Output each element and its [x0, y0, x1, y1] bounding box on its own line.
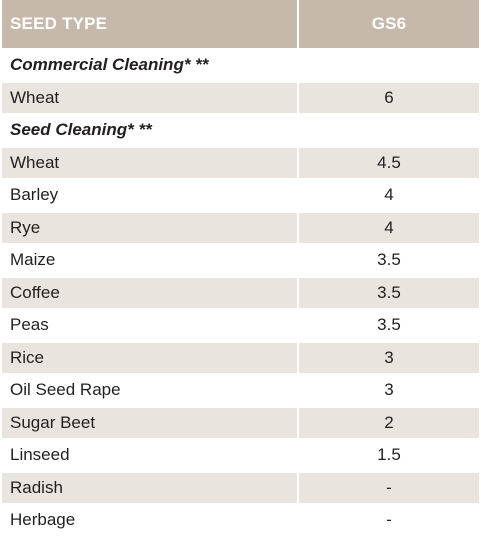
section-title: Commercial Cleaning* ** — [10, 55, 209, 75]
column-header: SEED TYPE — [2, 0, 297, 48]
data-row: Herbage - — [2, 505, 479, 536]
column-header: GS6 — [299, 0, 479, 48]
data-row: Rye 4 — [2, 212, 479, 243]
data-row: Peas 3.5 — [2, 310, 479, 341]
section-title: Seed Cleaning* ** — [10, 120, 152, 140]
section-row: Seed Cleaning* ** — [2, 115, 479, 146]
seed-type: Sugar Beet — [2, 407, 297, 438]
gs6-value: 3.5 — [377, 315, 401, 335]
gs6-value: 6 — [299, 82, 479, 113]
data-row: Linseed 1.5 — [2, 440, 479, 471]
data-row: Wheat 6 — [2, 82, 479, 113]
seed-type: Oil Seed Rape — [10, 380, 121, 400]
gs6-value: 3 — [384, 380, 394, 400]
data-row: Oil Seed Rape 3 — [2, 375, 479, 406]
data-row: Sugar Beet 2 — [2, 407, 479, 438]
data-row: Wheat 4.5 — [2, 147, 479, 178]
seed-type: Rice — [2, 342, 297, 373]
gs6-value: - — [386, 510, 392, 530]
seed-type: Herbage — [10, 510, 76, 530]
gs6-value: 3.5 — [299, 277, 479, 308]
gs6-value: 4.5 — [299, 147, 479, 178]
seed-type: Rye — [2, 212, 297, 243]
gs6-value: 3 — [299, 342, 479, 373]
data-row: Rice 3 — [2, 342, 479, 373]
data-row: Coffee 3.5 — [2, 277, 479, 308]
data-row: Barley 4 — [2, 180, 479, 211]
gs6-value: - — [299, 472, 479, 503]
header-row: SEED TYPE GS6 — [2, 0, 479, 48]
gs6-value: 2 — [299, 407, 479, 438]
seed-type: Coffee — [2, 277, 297, 308]
data-row: Radish - — [2, 472, 479, 503]
data-row: Maize 3.5 — [2, 245, 479, 276]
empty-cell — [299, 115, 479, 146]
seed-type: Radish — [2, 472, 297, 503]
empty-cell — [299, 50, 479, 81]
gs6-value: 1.5 — [377, 445, 401, 465]
gs6-value: 4 — [299, 212, 479, 243]
seed-type: Wheat — [2, 82, 297, 113]
table-body: Commercial Cleaning* ** Wheat 6 Seed Cleani… — [2, 50, 479, 536]
section-row: Commercial Cleaning* ** — [2, 50, 479, 81]
seed-type: Maize — [10, 250, 56, 270]
seed-type: Wheat — [2, 147, 297, 178]
seed-type: Barley — [10, 185, 59, 205]
seed-type: Peas — [10, 315, 49, 335]
gs6-value: 4 — [384, 185, 394, 205]
gs6-value: 3.5 — [377, 250, 401, 270]
seed-type: Linseed — [10, 445, 70, 465]
